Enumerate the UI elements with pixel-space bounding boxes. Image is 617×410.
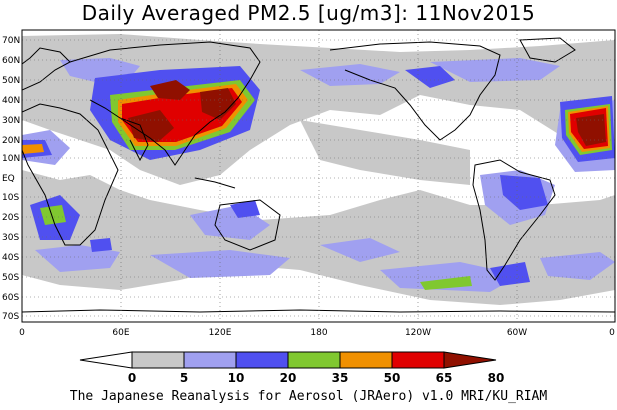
colorbar-tick-label: 20 <box>280 371 297 385</box>
colorbar-swatch <box>183 351 237 369</box>
colorbar-tick-label: 35 <box>332 371 349 385</box>
gridlines <box>22 30 615 322</box>
colorbar-swatch <box>391 351 445 369</box>
colorbar: 0 5 10 20 35 50 65 80 <box>79 351 505 385</box>
longitude-label: 60W <box>507 328 527 338</box>
latitude-label: 30N <box>2 116 20 126</box>
latitude-label: 60N <box>2 56 20 66</box>
longitude-label: 120E <box>209 328 232 338</box>
latitude-label: 60S <box>2 293 19 303</box>
map-frame <box>21 29 616 323</box>
map-title: Daily Averaged PM2.5 [ug/m3]: 11Nov2015 <box>81 1 536 25</box>
latitude-label: 10N <box>2 154 20 164</box>
latitude-label: 10S <box>2 193 19 203</box>
latitude-label: 70N <box>2 36 20 46</box>
colorbar-tick-label: 80 <box>488 371 505 385</box>
colorbar-tick-label: 0 <box>128 371 136 385</box>
colorbar-swatch <box>339 351 393 369</box>
colorbar-upper-arrow <box>443 351 497 369</box>
longitude-label: 0 <box>19 328 25 338</box>
longitude-labels: 0 60E 120E 180 120W 60W 0 <box>19 328 615 338</box>
latitude-labels: 70N 60N 50N 40N 30N 20N 10N EQ 10S 20S 30S 40S 50S 60… <box>2 36 20 322</box>
colorbar-tick-label: 50 <box>384 371 401 385</box>
colorbar-tick-label: 5 <box>180 371 188 385</box>
colorbar-swatch <box>131 351 185 369</box>
footer-credit: The Japanese Reanalysis for Aerosol (JRA… <box>69 389 548 404</box>
latitude-label: 40S <box>2 253 19 263</box>
latitude-label: 30S <box>2 233 19 243</box>
longitude-label: 60E <box>112 328 129 338</box>
latitude-label: EQ <box>2 174 15 184</box>
latitude-label: 50S <box>2 273 19 283</box>
colorbar-tick-label: 10 <box>228 371 245 385</box>
longitude-label: 180 <box>310 328 327 338</box>
latitude-label: 40N <box>2 96 20 106</box>
longitude-label: 120W <box>405 328 431 338</box>
latitude-label: 50N <box>2 76 20 86</box>
latitude-label: 20N <box>2 136 20 146</box>
colorbar-lower-arrow <box>79 351 133 369</box>
longitude-label: 0 <box>609 328 615 338</box>
colorbar-swatch <box>235 351 289 369</box>
coastlines <box>22 37 615 313</box>
colorbar-tick-label: 65 <box>436 371 453 385</box>
latitude-label: 70S <box>2 312 19 322</box>
concentration-above-80 <box>128 80 606 146</box>
colorbar-swatch <box>287 351 341 369</box>
latitude-label: 20S <box>2 213 19 223</box>
